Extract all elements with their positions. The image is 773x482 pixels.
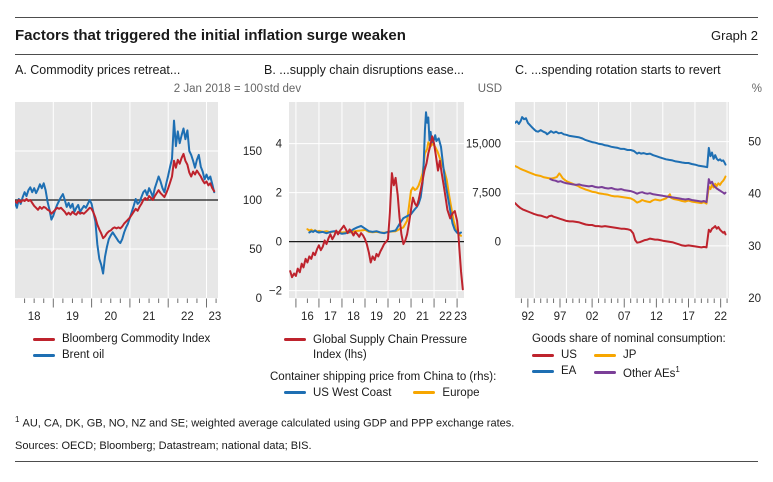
graph-title: Factors that triggered the initial infla… [15,27,406,44]
sources-line: Sources: OECD; Bloomberg; Datastream; na… [15,439,312,452]
svg-text:07: 07 [618,311,631,323]
panel-a-title: A. Commodity prices retreat... [15,63,181,77]
svg-text:100: 100 [243,195,262,207]
svg-text:21: 21 [416,311,429,323]
svg-text:150: 150 [243,146,262,158]
title-row: Factors that triggered the initial infla… [15,18,758,54]
gscpi-swatch [284,338,306,341]
svg-text:0: 0 [256,293,262,305]
svg-text:19: 19 [66,311,79,323]
panel-a-unit-right: 2 Jan 2018 = 100 [173,83,263,95]
panel-a: A. Commodity prices retreat... 2 Jan 201… [15,63,264,365]
other-aes-swatch [594,370,616,374]
legend-label: US [561,349,577,361]
svg-text:40: 40 [748,189,761,201]
title-divider-rule [15,54,758,55]
panel-b: B. ...supply chain disruptions ease... s… [264,63,503,403]
svg-text:4: 4 [276,139,283,151]
svg-text:18: 18 [347,311,360,323]
svg-text:0: 0 [495,237,501,249]
legend-label: EA [561,365,577,377]
svg-text:22: 22 [181,311,194,323]
footnote: 1 AU, CA, DK, GB, NO, NZ and SE; weighte… [15,415,758,430]
svg-text:20: 20 [748,293,761,305]
legend-label: Brent oil [62,349,105,361]
panel-b-unit-right: USD [477,83,502,95]
us-west-coast-swatch [284,391,306,395]
top-rule [15,17,758,18]
svg-text:02: 02 [586,311,599,323]
svg-text:23: 23 [209,311,222,323]
legend-item: Bloomberg Commodity Index [33,333,264,345]
panels-row: A. Commodity prices retreat... 2 Jan 201… [15,63,762,403]
legend-label: Other AEs1 [623,365,680,380]
svg-text:2: 2 [276,188,282,200]
svg-text:18: 18 [28,311,41,323]
panel-a-units: 2 Jan 2018 = 100 [15,83,264,99]
ea-swatch [532,369,554,373]
legend-item: Global Supply Chain Pressure Index (lhs) [284,333,503,363]
svg-text:16: 16 [301,311,314,323]
panel-c: C. ...spending rotation starts to revert… [515,63,763,384]
panel-c-title: C. ...spending rotation starts to revert [515,63,721,77]
svg-text:12: 12 [650,311,663,323]
panel-b-title: B. ...supply chain disruptions ease... [264,63,465,77]
svg-text:92: 92 [521,311,534,323]
legend-item: US [532,349,594,361]
svg-text:22: 22 [439,311,452,323]
svg-text:7,500: 7,500 [472,188,501,200]
svg-text:0: 0 [276,237,282,249]
svg-text:15,000: 15,000 [466,139,501,151]
svg-text:50: 50 [748,137,761,149]
legend-item: EA [532,365,594,377]
legend-item: Other AEs1 [594,365,680,380]
svg-text:22: 22 [714,311,727,323]
brent-oil-swatch [33,353,55,357]
panel-b-units: std dev USD [264,83,503,99]
legend-group-header: Container shipping price from China to (… [270,370,497,383]
panel-c-legend: Goods share of nominal consumption: US E… [515,333,763,384]
bottom-rule [15,460,758,462]
svg-text:30: 30 [748,241,761,253]
legend-label: Bloomberg Commodity Index [62,333,211,345]
panel-b-legend: Global Supply Chain Pressure Index (lhs)… [264,333,503,403]
svg-text:50: 50 [249,244,262,256]
graph-number: Graph 2 [711,28,758,43]
legend-header: Goods share of nominal consumption: [532,333,726,345]
svg-text:20: 20 [393,311,406,323]
legend-item: JP [594,349,680,361]
footnote-marker: 1 [15,414,20,424]
legend-item: Brent oil [33,349,264,361]
svg-text:20: 20 [104,311,117,323]
legend-item: Europe [413,386,480,399]
panel-c-chart: 92 97 02 07 12 17 22 50 40 30 20 [515,102,761,323]
europe-swatch [413,391,436,395]
jp-swatch [594,353,616,357]
legend-label: US West Coast [313,386,392,399]
panel-c-unit-right: % [751,83,762,95]
svg-text:−2: −2 [269,286,282,298]
legend-label: Europe [442,386,480,399]
svg-text:17: 17 [682,311,695,323]
panel-a-chart: 18 19 20 21 22 23 150 100 50 0 [15,102,262,323]
svg-text:17: 17 [324,311,337,323]
bloomberg-commodity-swatch [33,337,55,341]
panel-c-units: % [515,83,763,99]
footnote-text: AU, CA, DK, GB, NO, NZ and SE; weighted … [22,417,515,430]
panel-b-unit-left: std dev [264,83,302,95]
legend-label: JP [623,349,637,361]
panel-a-legend: Bloomberg Commodity Index Brent oil [15,333,264,361]
us-swatch [532,353,554,357]
legend-item: US West Coast [284,387,391,399]
legend-label: Global Supply Chain Pressure Index (lhs) [313,334,468,361]
svg-text:23: 23 [454,311,467,323]
svg-text:97: 97 [554,311,567,323]
svg-text:19: 19 [370,311,383,323]
svg-text:21: 21 [143,311,156,323]
